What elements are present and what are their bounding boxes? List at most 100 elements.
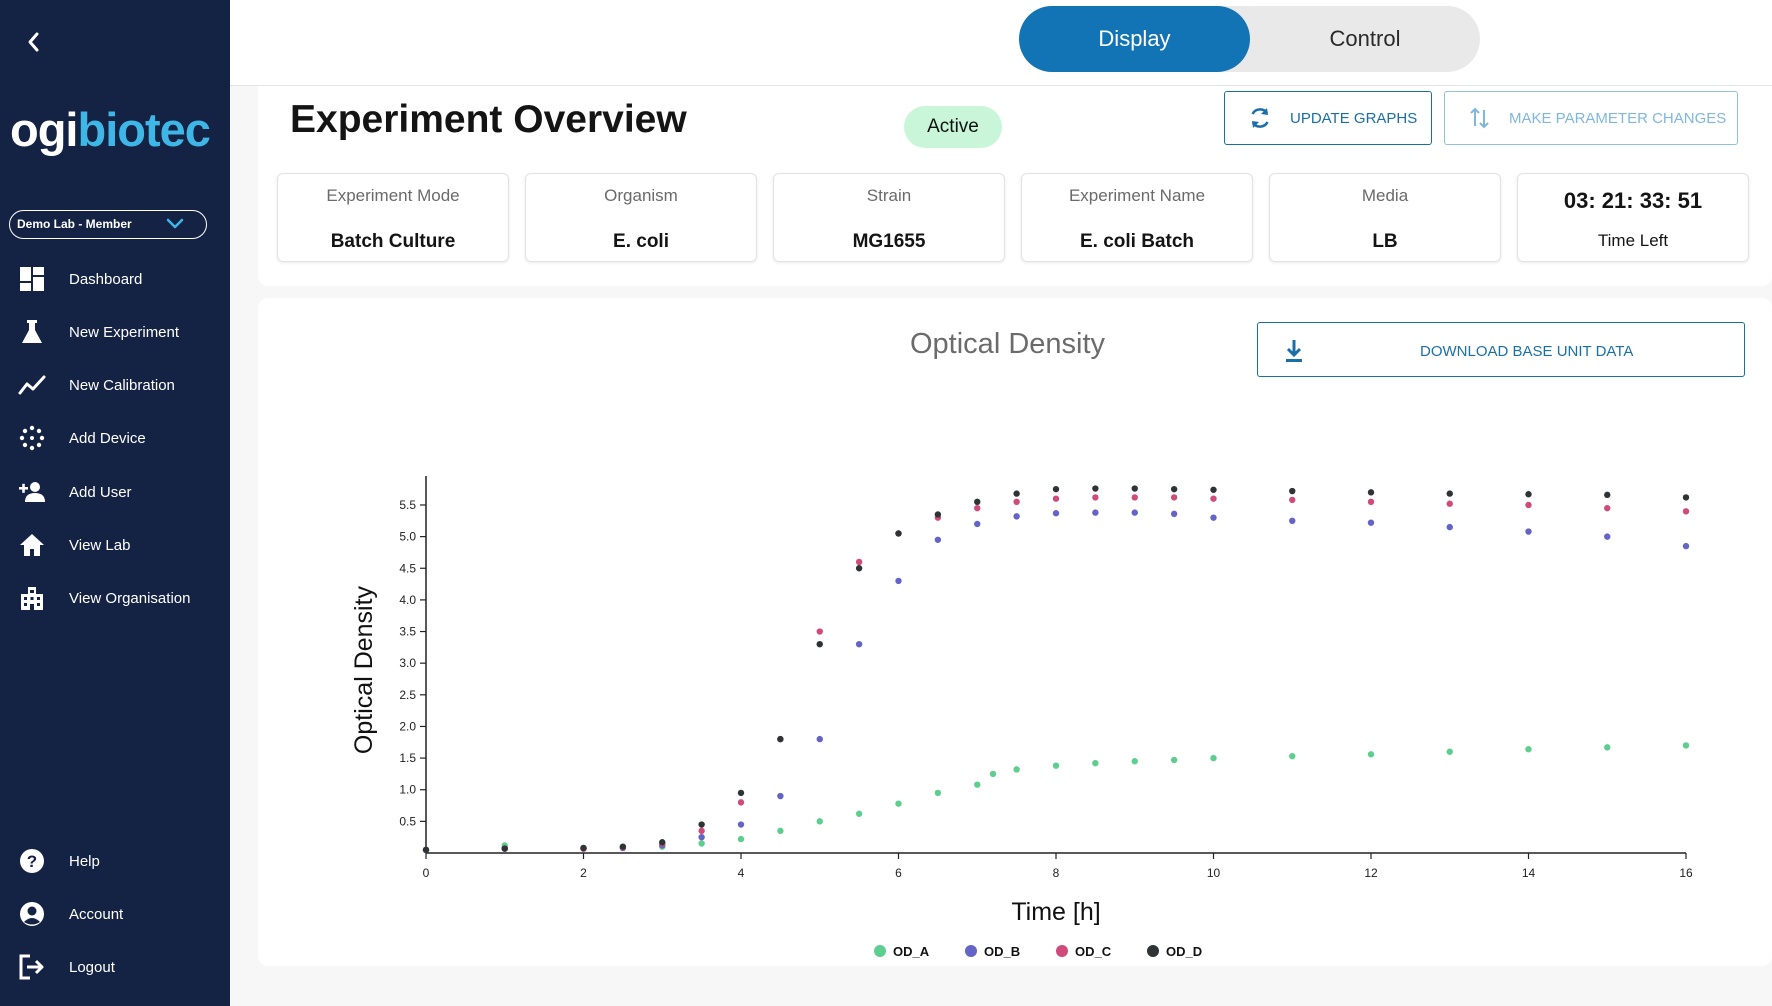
y-tick-label: 4.0 xyxy=(399,593,416,607)
data-point xyxy=(1289,752,1296,760)
trend-icon xyxy=(18,375,46,395)
toggle-display[interactable]: Display xyxy=(1019,6,1250,72)
brand-logo: ogibiotec xyxy=(10,100,211,160)
data-point xyxy=(974,520,981,528)
data-point xyxy=(1289,487,1296,495)
data-point xyxy=(1446,523,1453,531)
data-point xyxy=(1525,501,1532,509)
legend-swatch xyxy=(965,945,977,957)
data-point xyxy=(1013,498,1020,506)
data-point xyxy=(855,565,863,572)
data-point xyxy=(1289,517,1296,525)
data-point xyxy=(974,498,981,506)
legend-swatch xyxy=(1056,945,1068,957)
sidebar-item-logout[interactable]: Logout xyxy=(0,946,230,986)
sidebar-item-label: Account xyxy=(69,906,124,923)
update-graphs-button[interactable]: UPDATE GRAPHS xyxy=(1224,91,1432,145)
time-left-label: Time Left xyxy=(1597,231,1669,250)
sidebar-item-label: Logout xyxy=(69,959,115,976)
back-button[interactable] xyxy=(22,28,46,56)
download-base-unit-data-label: DOWNLOAD BASE UNIT DATA xyxy=(1420,343,1634,360)
account-icon xyxy=(20,902,44,926)
data-point xyxy=(698,821,705,828)
download-base-unit-data-button[interactable]: DOWNLOAD BASE UNIT DATA xyxy=(1257,322,1745,377)
home-icon xyxy=(20,534,44,556)
legend-label: OD_D xyxy=(1166,944,1202,959)
data-point xyxy=(1289,496,1296,504)
data-point xyxy=(1604,533,1611,540)
data-point xyxy=(1446,490,1453,497)
card-value: MG1655 xyxy=(852,231,926,252)
sidebar: ogibiotec Demo Lab - Member Dashboard Ne… xyxy=(0,0,230,1006)
card-value: E. coli xyxy=(613,231,669,252)
sidebar-item-dashboard[interactable]: Dashboard xyxy=(0,258,230,298)
data-point xyxy=(737,789,745,797)
data-point xyxy=(1170,510,1178,518)
top-bar: Display Control xyxy=(230,0,1772,86)
data-point xyxy=(659,839,666,846)
sidebar-item-help[interactable]: ? Help xyxy=(0,840,230,880)
y-tick-label: 3.5 xyxy=(399,625,416,639)
card-label: Media xyxy=(1361,186,1409,205)
data-point xyxy=(1682,542,1690,550)
x-tick-label: 14 xyxy=(1522,866,1536,880)
data-point xyxy=(422,846,430,854)
sidebar-item-add-device[interactable]: Add Device xyxy=(0,417,230,457)
y-tick-label: 1.0 xyxy=(399,783,416,797)
data-point xyxy=(1525,746,1532,753)
chevron-left-icon xyxy=(28,32,39,52)
data-point xyxy=(974,504,981,512)
toggle-control[interactable]: Control xyxy=(1329,26,1401,51)
series-od-d xyxy=(422,485,1690,854)
sidebar-item-label: New Experiment xyxy=(69,324,180,341)
data-point xyxy=(1682,742,1690,749)
sidebar-item-add-user[interactable]: Add User xyxy=(0,471,230,511)
data-point xyxy=(1682,508,1690,515)
data-point xyxy=(895,577,902,585)
brand-logo-part1: ogi xyxy=(10,103,78,156)
sidebar-item-label: New Calibration xyxy=(69,377,175,394)
x-tick-label: 16 xyxy=(1679,866,1693,880)
swap-vertical-icon xyxy=(1470,107,1489,129)
data-point xyxy=(1131,509,1138,516)
series-od-a xyxy=(422,742,1690,854)
building-icon xyxy=(21,587,43,610)
y-tick-label: 5.0 xyxy=(399,530,416,544)
data-point xyxy=(698,827,705,835)
card-value: E. coli Batch xyxy=(1079,231,1195,252)
x-tick-label: 6 xyxy=(895,866,902,880)
data-point xyxy=(816,735,823,743)
data-point xyxy=(934,536,942,543)
sidebar-item-label: Help xyxy=(69,853,100,870)
sidebar-item-view-organisation[interactable]: View Organisation xyxy=(0,577,230,617)
data-point xyxy=(1013,490,1020,497)
time-left-value: 03: 21: 33: 51 xyxy=(1563,188,1703,213)
lab-selector[interactable]: Demo Lab - Member xyxy=(9,210,207,239)
data-point xyxy=(1446,500,1453,507)
card-label: Strain xyxy=(866,186,912,205)
flask-icon xyxy=(22,320,42,343)
series-od-c xyxy=(422,494,1690,854)
data-point xyxy=(1052,495,1060,502)
card-label: Organism xyxy=(604,186,678,205)
sidebar-item-account[interactable]: Account xyxy=(0,893,230,933)
legend-label: OD_C xyxy=(1075,944,1112,959)
data-point xyxy=(1013,766,1020,773)
x-tick-label: 0 xyxy=(423,866,430,880)
data-point xyxy=(1092,494,1099,501)
sidebar-item-new-experiment[interactable]: New Experiment xyxy=(0,311,230,351)
brand-logo-part2: biotec xyxy=(77,103,210,156)
sidebar-item-view-lab[interactable]: View Lab xyxy=(0,524,230,564)
data-point xyxy=(989,770,997,778)
make-parameter-changes-button[interactable]: MAKE PARAMETER CHANGES xyxy=(1444,91,1738,145)
x-tick-label: 10 xyxy=(1207,866,1221,880)
data-point xyxy=(1525,491,1532,498)
y-axis-label: Optical Density xyxy=(350,585,378,754)
data-point xyxy=(619,843,627,850)
data-point xyxy=(1170,485,1178,493)
graph-panel xyxy=(258,298,1772,966)
data-point xyxy=(1210,495,1217,502)
data-point xyxy=(1013,513,1020,520)
sidebar-item-new-calibration[interactable]: New Calibration xyxy=(0,364,230,404)
data-point xyxy=(777,827,784,835)
